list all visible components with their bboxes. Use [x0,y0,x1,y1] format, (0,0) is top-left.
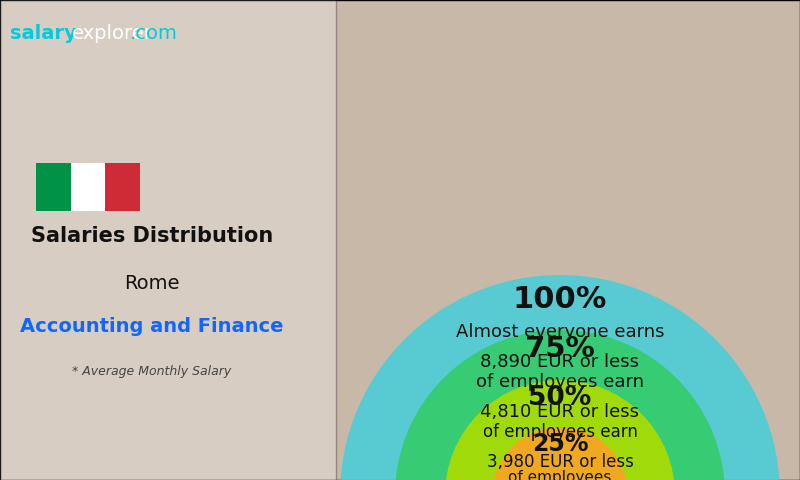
Text: 3,980 EUR or less: 3,980 EUR or less [486,453,634,471]
Text: 4,810 EUR or less: 4,810 EUR or less [481,403,639,421]
Text: salary: salary [10,24,76,43]
Text: Rome: Rome [124,274,180,293]
Text: Accounting and Finance: Accounting and Finance [20,317,284,336]
Text: of employees: of employees [508,470,612,480]
FancyBboxPatch shape [36,163,70,211]
FancyBboxPatch shape [0,0,336,480]
Text: 25%: 25% [532,432,588,456]
Ellipse shape [492,427,628,480]
Text: explorer: explorer [72,24,153,43]
Ellipse shape [395,330,725,480]
Ellipse shape [340,275,780,480]
Text: 50%: 50% [528,385,592,411]
Text: * Average Monthly Salary: * Average Monthly Salary [72,365,232,378]
Text: 8,890 EUR or less: 8,890 EUR or less [481,353,639,371]
Ellipse shape [445,380,675,480]
Text: 100%: 100% [513,285,607,314]
Text: of employees earn: of employees earn [476,373,644,391]
FancyBboxPatch shape [70,163,106,211]
Text: Almost everyone earns: Almost everyone earns [456,323,664,341]
FancyBboxPatch shape [106,163,140,211]
Text: 75%: 75% [525,335,595,363]
Text: .com: .com [130,24,178,43]
Text: of employees earn: of employees earn [482,423,638,441]
Text: Salaries Distribution: Salaries Distribution [31,226,273,246]
